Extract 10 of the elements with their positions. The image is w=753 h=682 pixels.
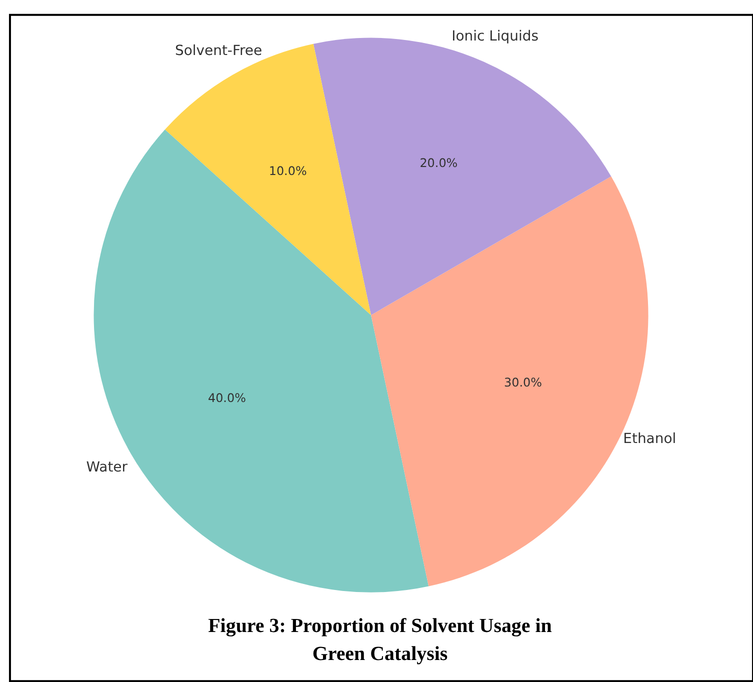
data-label: 30.0% (504, 376, 542, 390)
slice-label: Ethanol (623, 431, 676, 448)
slice-label: Water (86, 460, 128, 476)
data-label: 10.0% (268, 164, 307, 178)
data-label: 20.0% (420, 156, 458, 170)
pie-slice (164, 44, 372, 316)
text: Figure 3: Proportion of Solvent Usage in Green Catalysis (208, 615, 552, 666)
slice-label: Ionic Liquids (452, 28, 538, 44)
data-label: 40.0% (208, 391, 246, 406)
slice-label: Solvent-Free (174, 42, 262, 59)
